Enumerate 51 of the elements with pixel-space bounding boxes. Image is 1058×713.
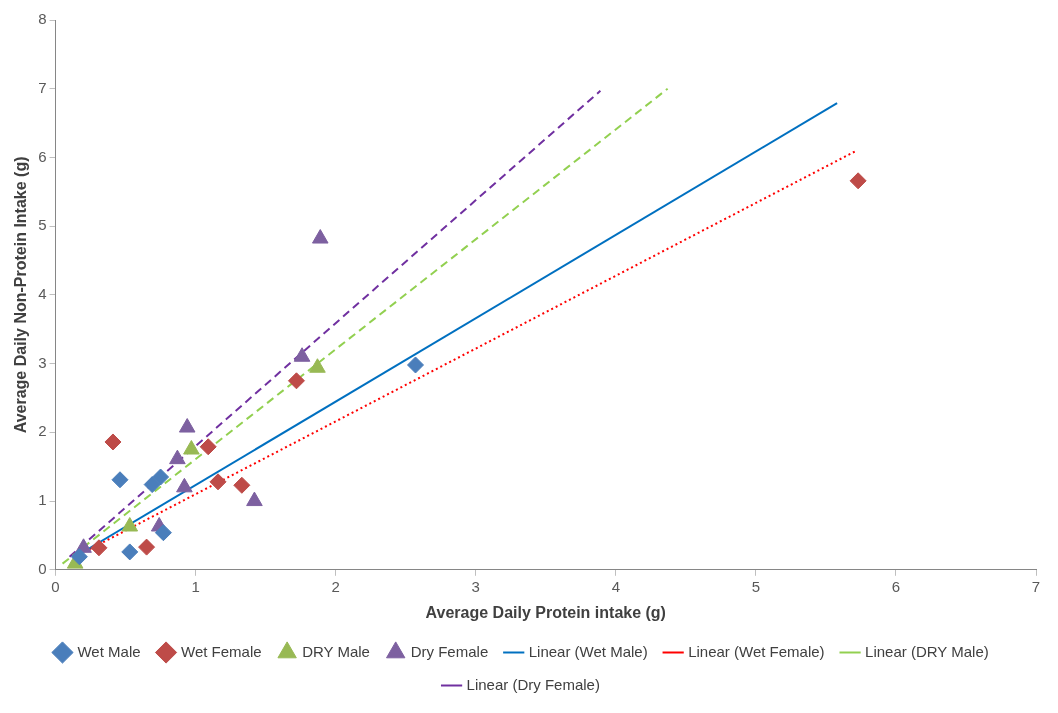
point — [293, 347, 311, 362]
legend-label: Wet Female — [181, 642, 262, 660]
x-tick-label: 1 — [191, 577, 200, 595]
legend-label: Linear (Dry Female) — [466, 675, 600, 693]
legend-label: Wet Male — [77, 642, 141, 660]
legend-label: Linear (Wet Male) — [528, 642, 648, 660]
point — [121, 517, 139, 532]
x-axis-title: Average Daily Protein intake (g) — [425, 603, 666, 621]
legend-label: Linear (DRY Male) — [865, 642, 989, 660]
y-tick-label: 5 — [38, 216, 47, 234]
point — [209, 473, 227, 491]
point — [246, 491, 263, 507]
x-tick-label: 6 — [891, 577, 901, 595]
x-tick-label: 3 — [471, 577, 480, 595]
y-tick-label: 4 — [38, 285, 47, 303]
x-tick-label: 4 — [611, 577, 620, 595]
point — [111, 471, 129, 489]
point — [309, 358, 326, 373]
point — [154, 524, 172, 542]
y-tick-label: 0 — [38, 559, 47, 577]
x-tick-label: 0 — [51, 577, 60, 595]
point — [70, 548, 88, 566]
point — [90, 539, 108, 557]
point — [178, 418, 196, 433]
point — [233, 476, 251, 494]
point — [176, 477, 193, 493]
y-tick-label: 3 — [38, 353, 47, 371]
point — [183, 440, 200, 455]
y-tick-label: 6 — [38, 147, 47, 165]
y-axis-title: Average Daily Non-Protein Intake (g) — [12, 156, 30, 434]
legend-label: Linear (Wet Female) — [688, 642, 825, 660]
point — [143, 476, 161, 494]
legend-label: Dry Female — [410, 642, 489, 660]
y-tick-label: 1 — [38, 491, 47, 509]
point — [138, 538, 156, 556]
point — [121, 543, 139, 561]
point — [152, 468, 170, 486]
point — [849, 172, 867, 190]
y-tick-label: 8 — [38, 10, 47, 28]
point — [311, 229, 329, 244]
y-tick-label: 7 — [38, 78, 47, 96]
point — [407, 356, 425, 374]
x-tick-label: 5 — [751, 577, 761, 595]
legend-label: DRY Male — [302, 642, 370, 660]
point — [169, 449, 186, 465]
point — [104, 433, 122, 451]
point — [287, 372, 305, 390]
x-tick-label: 7 — [1031, 577, 1041, 595]
y-tick-label: 2 — [38, 422, 47, 440]
point — [199, 438, 217, 456]
x-tick-label: 2 — [331, 577, 340, 595]
